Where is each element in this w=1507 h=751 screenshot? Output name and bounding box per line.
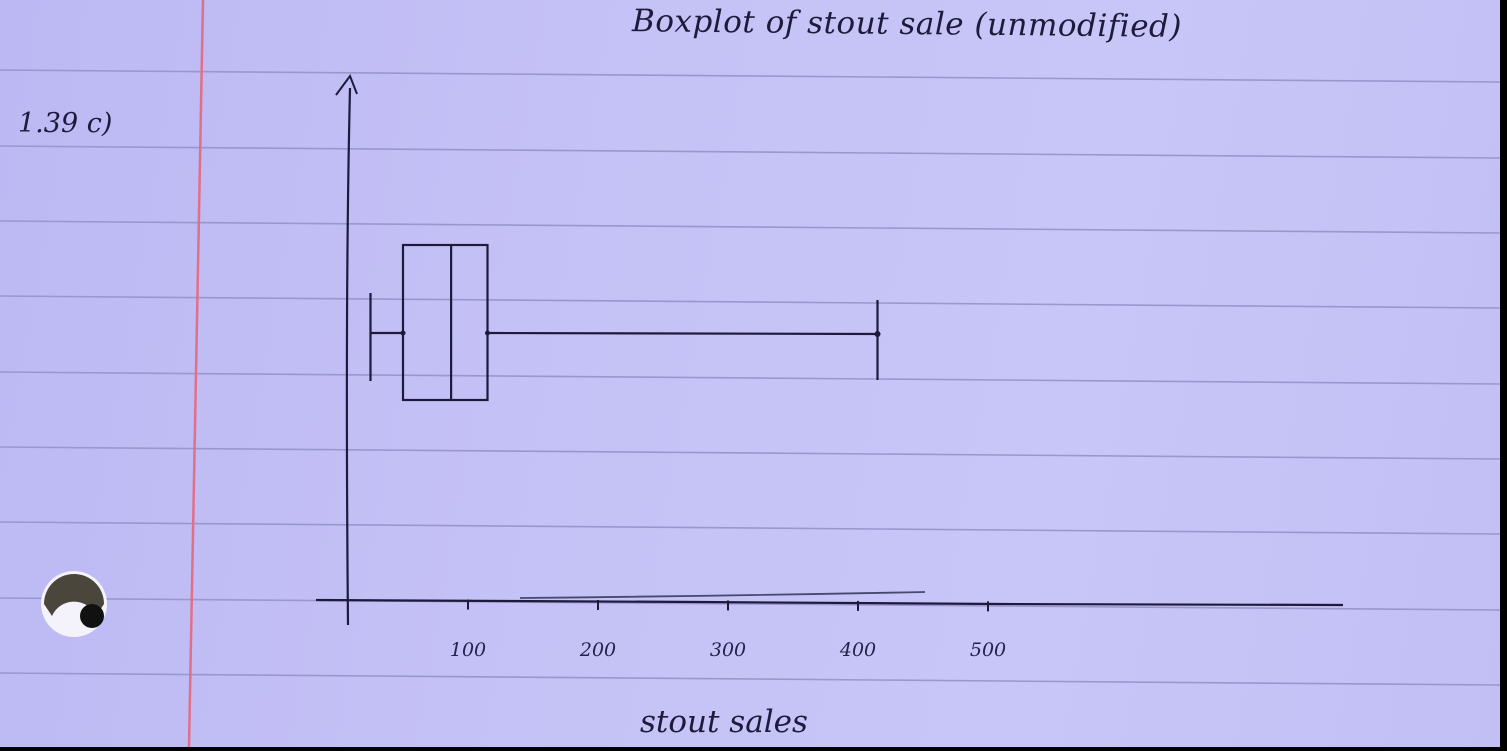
boxplot-chart: 100 200 300 400 500 <box>315 73 1344 661</box>
whisker-high-dot <box>874 331 881 337</box>
margin-line <box>187 0 205 747</box>
x-tick-label-500: 500 <box>970 639 1006 661</box>
ruled-lines <box>0 69 1500 686</box>
chart-title: Boxplot of stout sale (unmodified) <box>631 3 1183 45</box>
problem-number: 1.39 c) <box>18 108 113 139</box>
x-tick-label-200: 200 <box>579 639 616 661</box>
x-axis-stray-stroke <box>519 591 926 599</box>
ruled-line <box>0 597 1500 611</box>
x-tick-label-400: 400 <box>839 639 876 661</box>
ruled-line <box>0 69 1500 83</box>
q1-dot <box>400 330 406 336</box>
y-axis-arrow <box>335 73 358 96</box>
ruled-line <box>0 672 1500 686</box>
ruled-line <box>0 446 1500 460</box>
x-axis-line <box>315 598 1344 607</box>
ruled-line <box>0 295 1500 309</box>
x-tick-label-100: 100 <box>450 639 486 661</box>
y-axis-line <box>345 87 352 626</box>
x-tick-label-300: 300 <box>710 639 746 661</box>
q3-dot <box>485 330 490 336</box>
ruled-line <box>0 371 1500 385</box>
ruled-line <box>0 220 1500 234</box>
x-axis-label: stout sales <box>640 704 808 740</box>
ruled-line <box>0 521 1500 535</box>
punch-hole <box>41 571 107 637</box>
iqr-box <box>401 243 489 402</box>
whisker-high <box>487 331 878 336</box>
ruled-line <box>0 145 1500 159</box>
